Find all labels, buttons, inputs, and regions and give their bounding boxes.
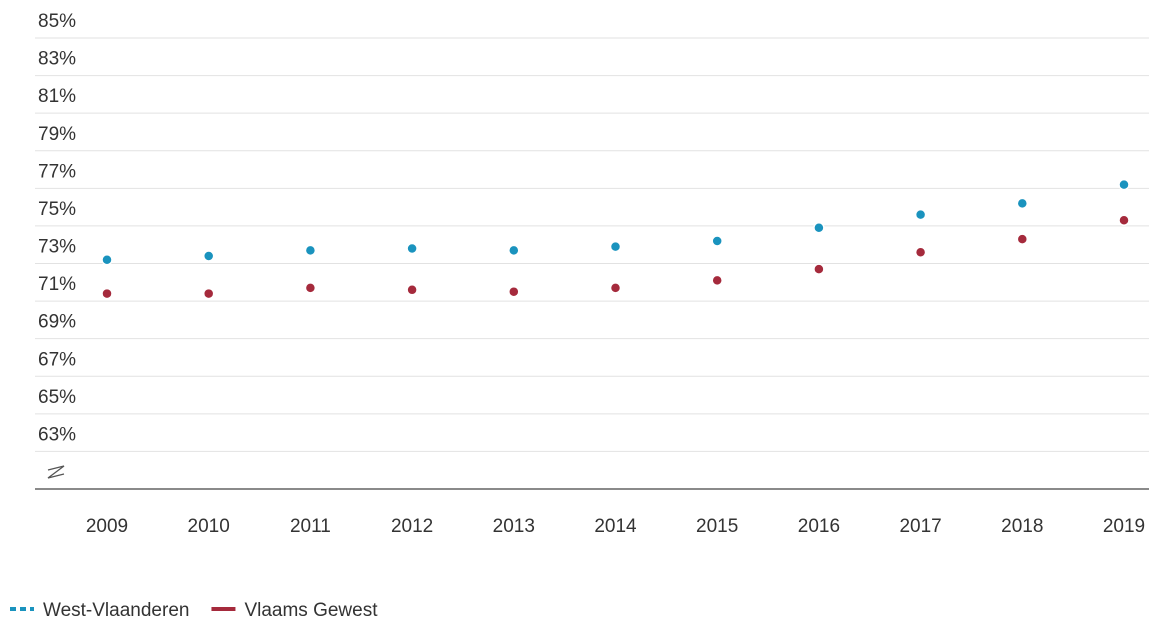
x-tick-label: 2017 bbox=[899, 516, 941, 537]
x-tick-label: 2013 bbox=[493, 516, 535, 537]
point bbox=[609, 282, 622, 294]
x-tick-label: 2014 bbox=[594, 516, 637, 537]
x-tick-label: 2015 bbox=[696, 516, 738, 537]
y-tick-label: 77% bbox=[38, 161, 76, 182]
point bbox=[406, 284, 418, 296]
y-tick-label: 73% bbox=[38, 237, 76, 258]
legend-label: West-Vlaanderen bbox=[43, 600, 189, 621]
point bbox=[813, 222, 825, 234]
point bbox=[508, 244, 520, 257]
point bbox=[304, 244, 317, 257]
point bbox=[101, 253, 113, 266]
y-tick-label: 63% bbox=[38, 424, 76, 445]
x-tick-label: 2011 bbox=[290, 516, 331, 537]
y-tick-label: 71% bbox=[38, 274, 76, 295]
point bbox=[1118, 214, 1130, 227]
point bbox=[202, 287, 215, 300]
x-tick-label: 2010 bbox=[188, 516, 230, 537]
point bbox=[1118, 178, 1130, 191]
y-tick-label: 83% bbox=[38, 49, 76, 70]
y-tick-label: 79% bbox=[38, 124, 76, 145]
y-tick-label: 75% bbox=[38, 199, 76, 220]
x-tick-label: 2018 bbox=[1001, 516, 1043, 537]
point bbox=[202, 250, 215, 262]
point bbox=[1016, 233, 1029, 245]
x-tick-label: 2009 bbox=[86, 516, 128, 537]
axis-break bbox=[47, 465, 65, 479]
point bbox=[1016, 197, 1029, 210]
point bbox=[609, 240, 622, 253]
y-tick-label: 69% bbox=[38, 312, 76, 333]
point bbox=[508, 285, 520, 298]
point bbox=[711, 235, 723, 247]
x-tick-label: 2016 bbox=[798, 516, 840, 537]
legend-label: Vlaams Gewest bbox=[244, 600, 378, 621]
point bbox=[813, 263, 825, 275]
y-tick-label: 67% bbox=[38, 349, 76, 370]
point bbox=[304, 282, 317, 294]
point bbox=[914, 246, 927, 258]
y-tick-label: 81% bbox=[38, 86, 76, 107]
y-tick-label: 65% bbox=[38, 387, 76, 408]
point bbox=[711, 274, 723, 287]
point bbox=[101, 287, 113, 300]
point bbox=[914, 208, 927, 221]
x-tick-label: 2012 bbox=[391, 516, 433, 537]
point bbox=[406, 242, 418, 255]
y-tick-label: 85% bbox=[38, 11, 76, 32]
x-tick-label: 2019 bbox=[1103, 516, 1145, 537]
